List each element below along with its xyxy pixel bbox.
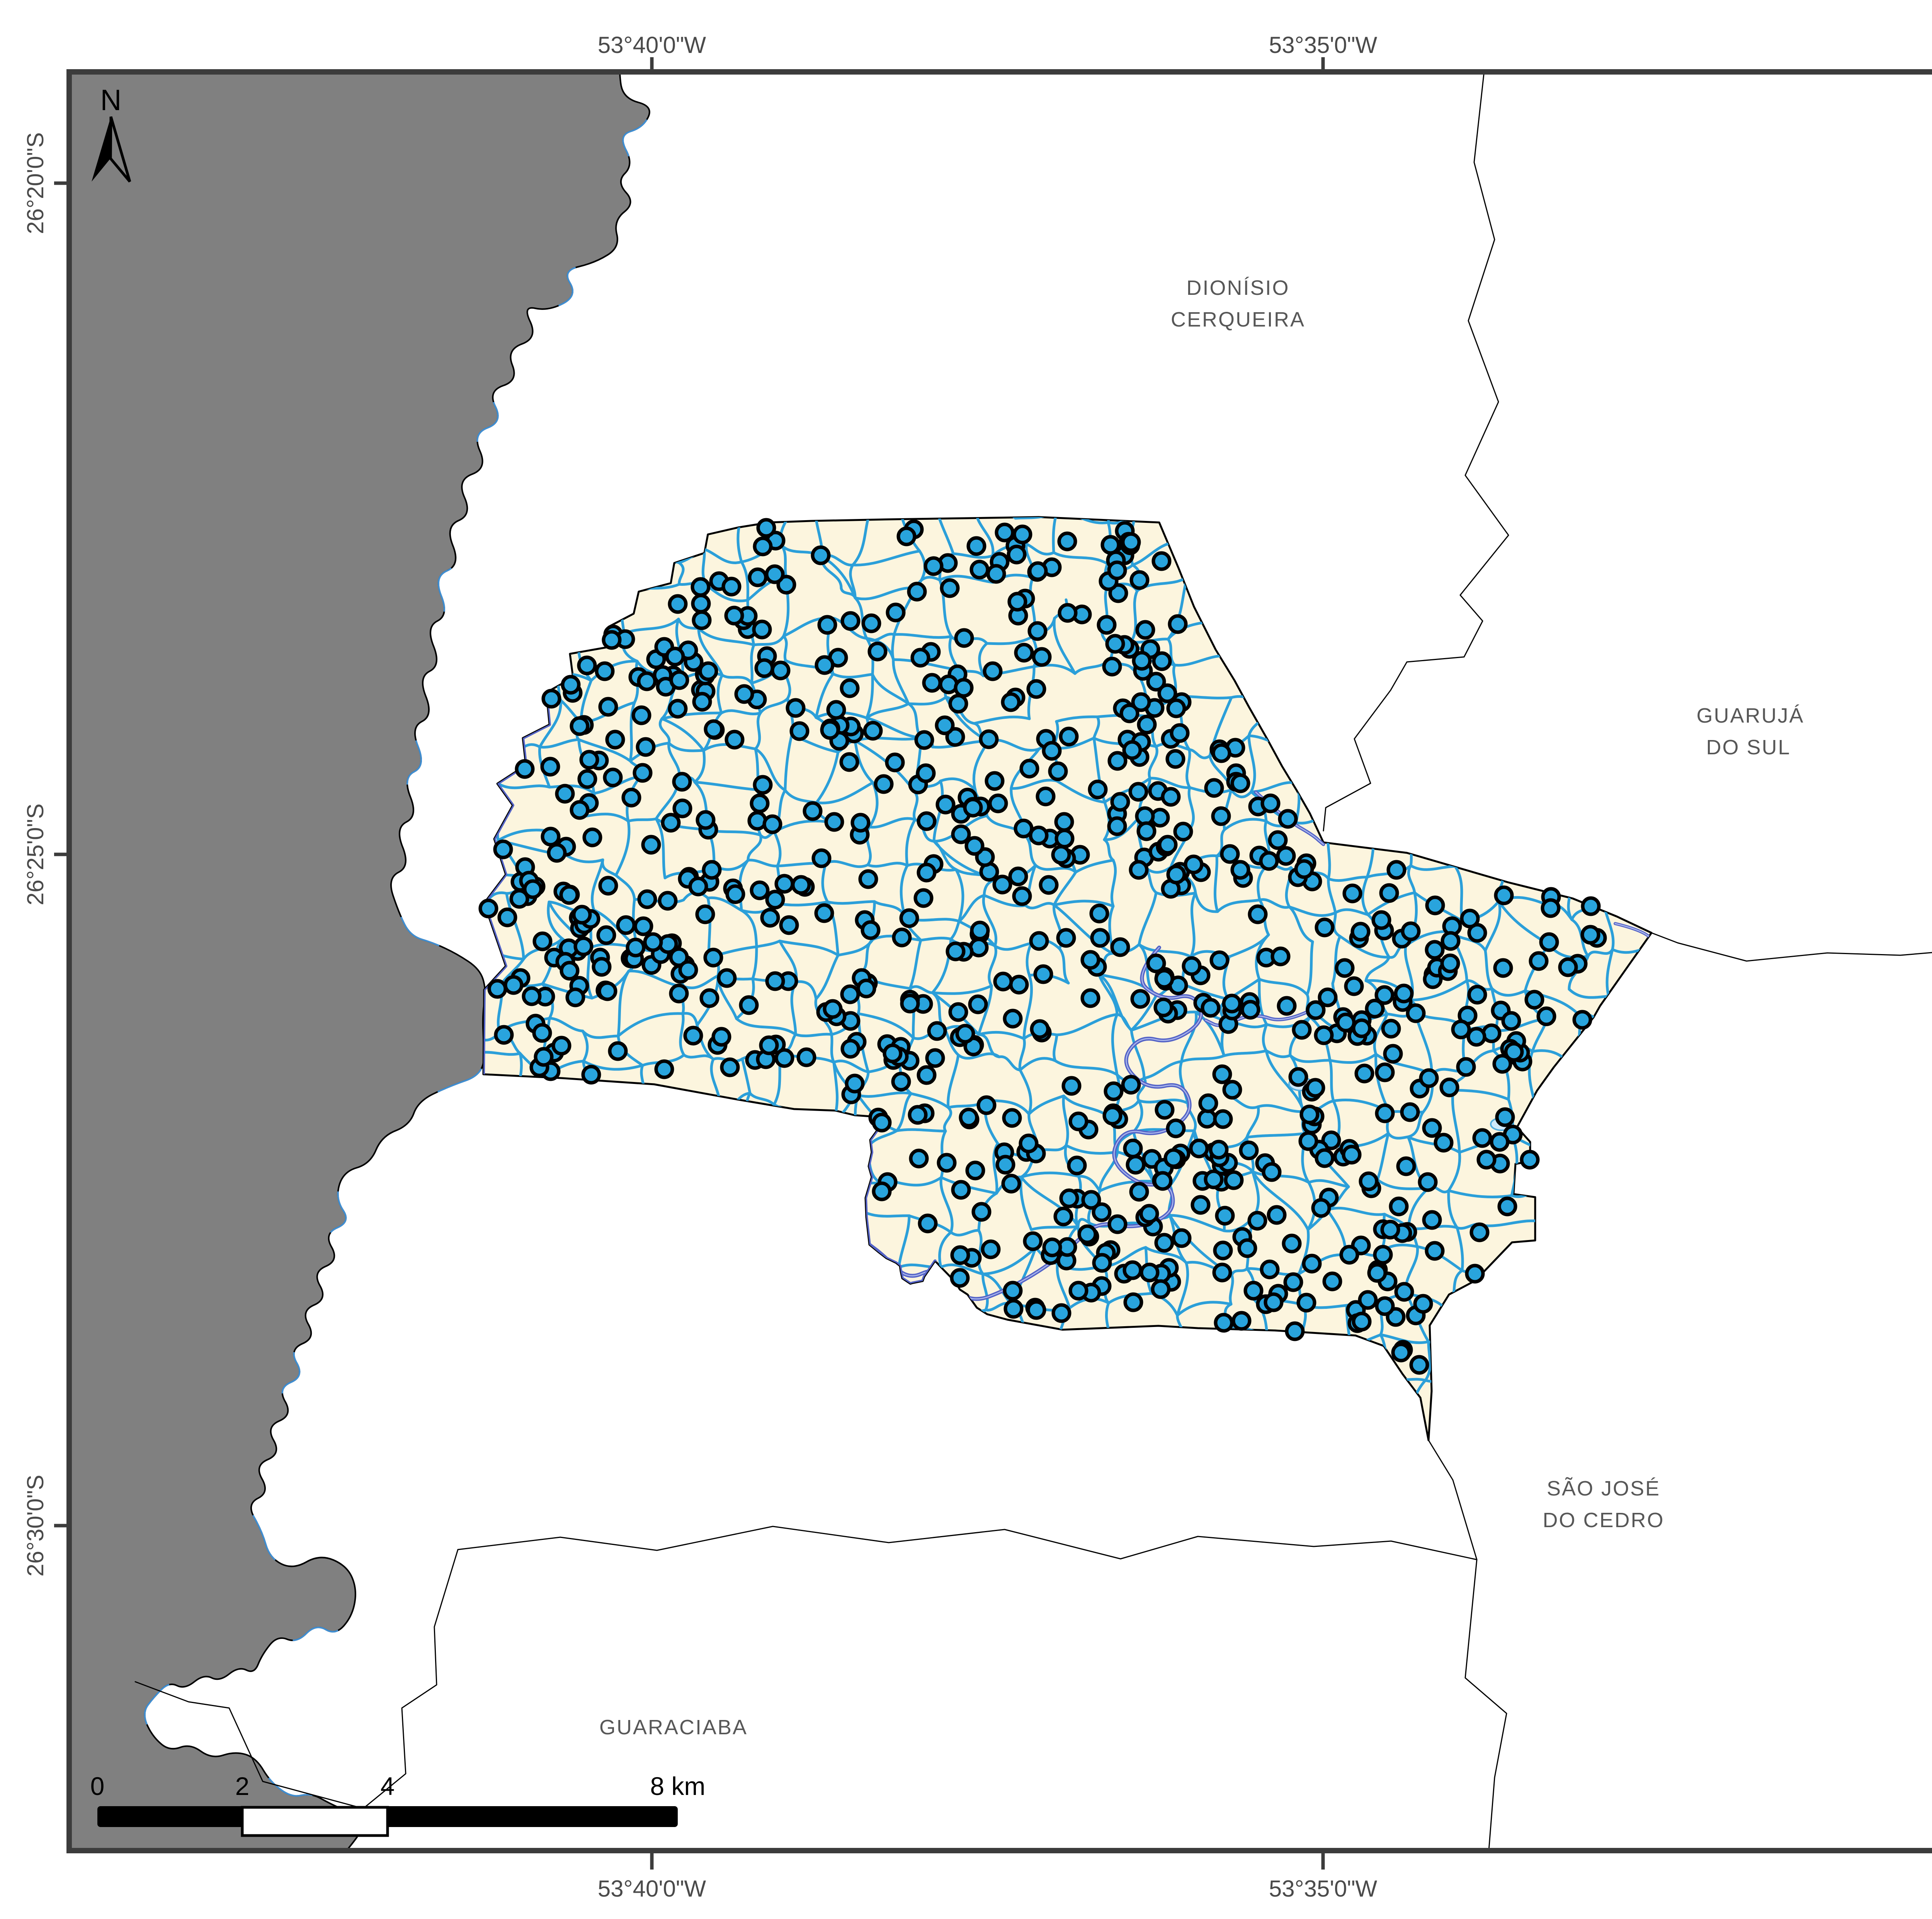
svg-text:DIONÍSIO: DIONÍSIO xyxy=(1186,276,1289,299)
svg-text:26°30'0"S: 26°30'0"S xyxy=(22,1475,48,1577)
svg-text:DO CEDRO: DO CEDRO xyxy=(1543,1509,1664,1532)
svg-text:DO SUL: DO SUL xyxy=(1706,736,1791,759)
svg-text:26°20'0"S: 26°20'0"S xyxy=(22,132,48,234)
svg-text:N: N xyxy=(100,84,122,117)
svg-text:SÃO JOSÉ: SÃO JOSÉ xyxy=(1547,1477,1660,1500)
svg-text:2: 2 xyxy=(235,1772,250,1800)
svg-text:26°25'0"S: 26°25'0"S xyxy=(22,803,48,905)
svg-text:GUARACIABA: GUARACIABA xyxy=(599,1716,748,1739)
svg-text:CERQUEIRA: CERQUEIRA xyxy=(1171,308,1305,331)
svg-text:4: 4 xyxy=(381,1772,395,1800)
svg-text:0: 0 xyxy=(90,1772,105,1800)
svg-text:53°40'0"W: 53°40'0"W xyxy=(598,1876,706,1902)
svg-text:GUARUJÁ: GUARUJÁ xyxy=(1696,704,1804,727)
svg-text:8 km: 8 km xyxy=(650,1772,705,1800)
svg-text:53°35'0"W: 53°35'0"W xyxy=(1269,1876,1378,1902)
svg-text:53°40'0"W: 53°40'0"W xyxy=(598,32,706,58)
svg-text:53°35'0"W: 53°35'0"W xyxy=(1269,32,1378,58)
